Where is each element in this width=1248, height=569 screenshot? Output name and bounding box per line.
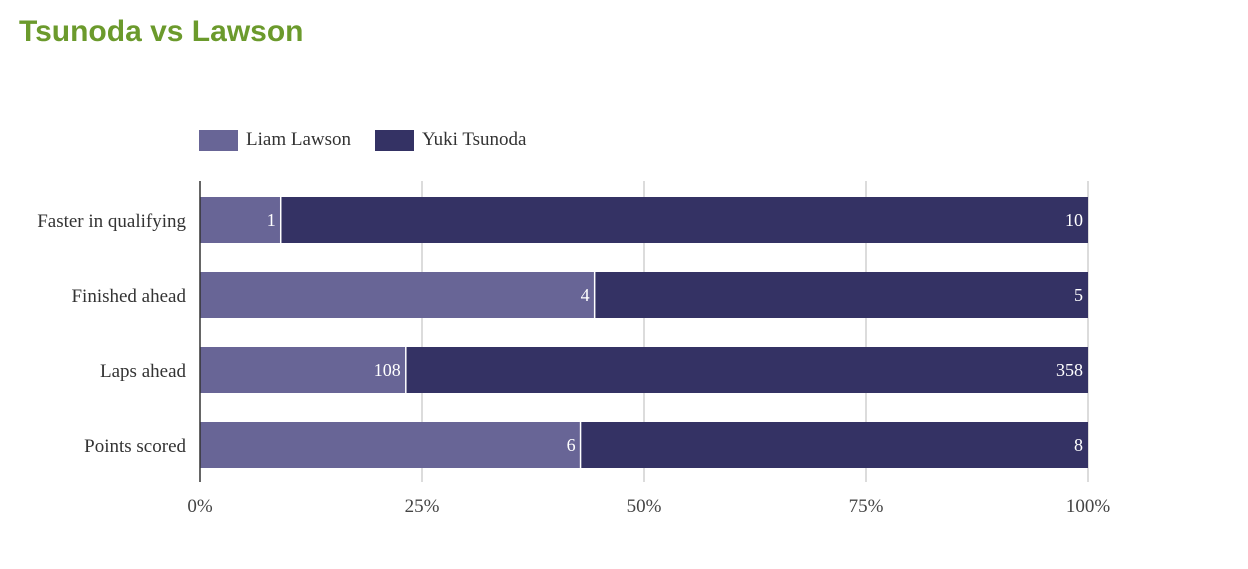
bar-value-label: 358	[1056, 360, 1083, 380]
bar-yuki-tsunoda	[280, 197, 1088, 243]
category-label: Points scored	[84, 436, 186, 457]
legend-label-lawson: Liam Lawson	[246, 129, 352, 150]
bar-liam-lawson	[200, 422, 581, 468]
x-tick-label: 100%	[1066, 496, 1111, 517]
category-label: Laps ahead	[100, 361, 186, 382]
bar-value-label: 8	[1074, 435, 1083, 455]
chart-title: Tsunoda vs Lawson	[19, 15, 304, 48]
bar-value-label: 108	[374, 360, 401, 380]
legend-item-lawson[interactable]: Liam Lawson	[199, 129, 351, 151]
x-tick-label: 25%	[405, 496, 440, 517]
category-label: Finished ahead	[71, 286, 186, 307]
bar-yuki-tsunoda	[405, 347, 1088, 393]
x-tick-label: 0%	[187, 496, 213, 517]
legend-item-tsunoda[interactable]: Yuki Tsunoda	[375, 129, 526, 151]
legend-swatch-tsunoda	[375, 129, 415, 151]
bar-value-label: 4	[581, 285, 590, 305]
bar-liam-lawson	[200, 347, 406, 393]
x-tick-label: 50%	[627, 496, 662, 517]
bar-liam-lawson	[200, 197, 281, 243]
bar-yuki-tsunoda	[594, 272, 1088, 318]
legend-label-tsunoda: Yuki Tsunoda	[422, 129, 527, 150]
bar-value-label: 10	[1065, 210, 1083, 230]
x-tick-label: 75%	[849, 496, 884, 517]
bar-value-label: 1	[267, 210, 276, 230]
legend-swatch-lawson	[199, 129, 238, 151]
legend: Liam Lawson Yuki Tsunoda	[199, 129, 550, 151]
bar-value-label: 5	[1074, 285, 1083, 305]
bar-value-label: 6	[567, 435, 576, 455]
bar-liam-lawson	[200, 272, 595, 318]
bar-yuki-tsunoda	[580, 422, 1088, 468]
category-label: Faster in qualifying	[37, 211, 186, 232]
